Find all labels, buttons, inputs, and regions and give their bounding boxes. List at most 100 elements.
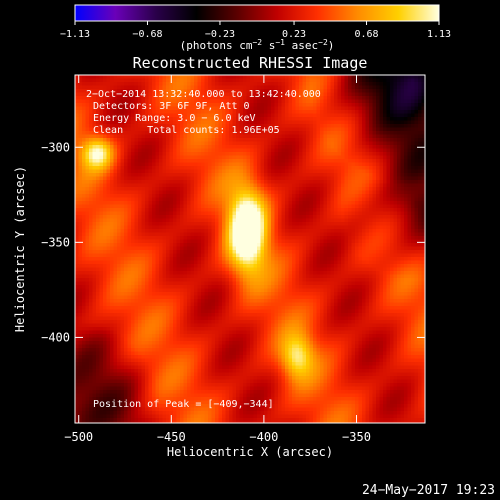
heatmap-cell [138,127,142,132]
heatmap-cell [327,127,331,132]
heatmap-cell [285,159,289,163]
heatmap-cell [82,246,86,251]
heatmap-cell [344,82,349,86]
heatmap-cell [85,145,90,149]
heatmap-cell [127,113,132,118]
heatmap-cell [229,106,233,111]
heatmap-cell [75,131,79,135]
heatmap-cell [421,127,425,132]
heatmap-cell [89,204,93,209]
heatmap-cell [288,222,293,226]
heatmap-cell [271,225,275,230]
heatmap-cell [253,75,258,79]
heatmap-cell [194,85,198,90]
heatmap-cell [386,113,391,118]
heatmap-cell [239,120,244,125]
heatmap-cell [397,92,401,97]
heatmap-cell [120,243,125,247]
heatmap-cell [183,180,188,184]
heatmap-cell [341,218,345,223]
heatmap-cell [117,236,121,240]
heatmap-cell [103,180,107,184]
heatmap-cell [379,169,384,174]
heatmap-cell [351,197,356,202]
heatmap-cell [372,197,377,202]
heatmap-cell [239,225,244,230]
heatmap-cell [421,194,425,198]
heatmap-cell [404,113,408,118]
heatmap-cell [250,75,254,79]
heatmap-cell [236,120,240,125]
heatmap-cell [271,183,275,188]
heatmap-cell [169,99,174,104]
heatmap-cell [351,180,356,184]
heatmap-cell [110,113,114,118]
heatmap-cell [250,117,254,121]
heatmap-cell [309,152,314,156]
heatmap-cell [348,236,352,240]
heatmap-cell [159,201,163,205]
heatmap-cell [183,236,188,240]
heatmap-cell [124,208,128,212]
heatmap-cell [292,169,296,174]
heatmap-cell [246,78,251,83]
heatmap-cell [306,134,310,139]
heatmap-cell [313,215,317,219]
heatmap-cell [260,124,265,128]
heatmap-cell [204,173,209,177]
heatmap-cell [257,127,261,132]
heatmap-cell [183,190,188,195]
heatmap-cell [414,201,419,205]
heatmap-cell [197,201,202,205]
heatmap-cell [372,148,377,153]
heatmap-cell [75,215,79,219]
heatmap-cell [337,117,342,121]
heatmap-cell [229,194,233,198]
heatmap-cell [117,78,121,83]
heatmap-cell [243,106,247,111]
heatmap-cell [134,145,139,149]
heatmap-cell [152,187,156,191]
heatmap-cell [215,169,219,174]
heatmap-cell [316,246,321,251]
heatmap-cell [274,103,279,107]
heatmap-cell [383,166,387,170]
heatmap-cell [166,120,170,125]
heatmap-cell [414,120,419,125]
heatmap-cell [155,183,160,188]
heatmap-cell [96,113,100,118]
heatmap-cell [166,246,170,251]
heatmap-cell [180,120,184,125]
heatmap-cell [341,222,345,226]
heatmap-cell [323,103,328,107]
heatmap-cell [341,204,345,209]
heatmap-cell [99,218,104,223]
heatmap-cell [183,96,188,100]
heatmap-cell [278,239,282,244]
heatmap-cell [323,127,328,132]
heatmap-cell [113,82,118,86]
heatmap-cell [358,197,363,202]
heatmap-cell [267,78,272,83]
heatmap-cell [404,141,408,146]
heatmap-cell [134,141,139,146]
heatmap-cell [134,246,139,251]
heatmap-cell [313,229,317,233]
heatmap-cell [138,110,142,114]
heatmap-cell [379,148,384,153]
heatmap-cell [239,96,244,100]
heatmap-cell [236,197,240,202]
heatmap-cell [257,110,261,114]
heatmap-cell [173,229,177,233]
heatmap-cell [313,120,317,125]
heatmap-cell [117,103,121,107]
heatmap-cell [281,162,286,167]
heatmap-cell [246,141,251,146]
heatmap-cell [148,110,153,114]
heatmap-cell [232,141,237,146]
heatmap-cell [372,99,377,104]
heatmap-cell [407,124,412,128]
heatmap-cell [281,106,286,111]
heatmap-cell [211,113,216,118]
heatmap-cell [330,204,335,209]
